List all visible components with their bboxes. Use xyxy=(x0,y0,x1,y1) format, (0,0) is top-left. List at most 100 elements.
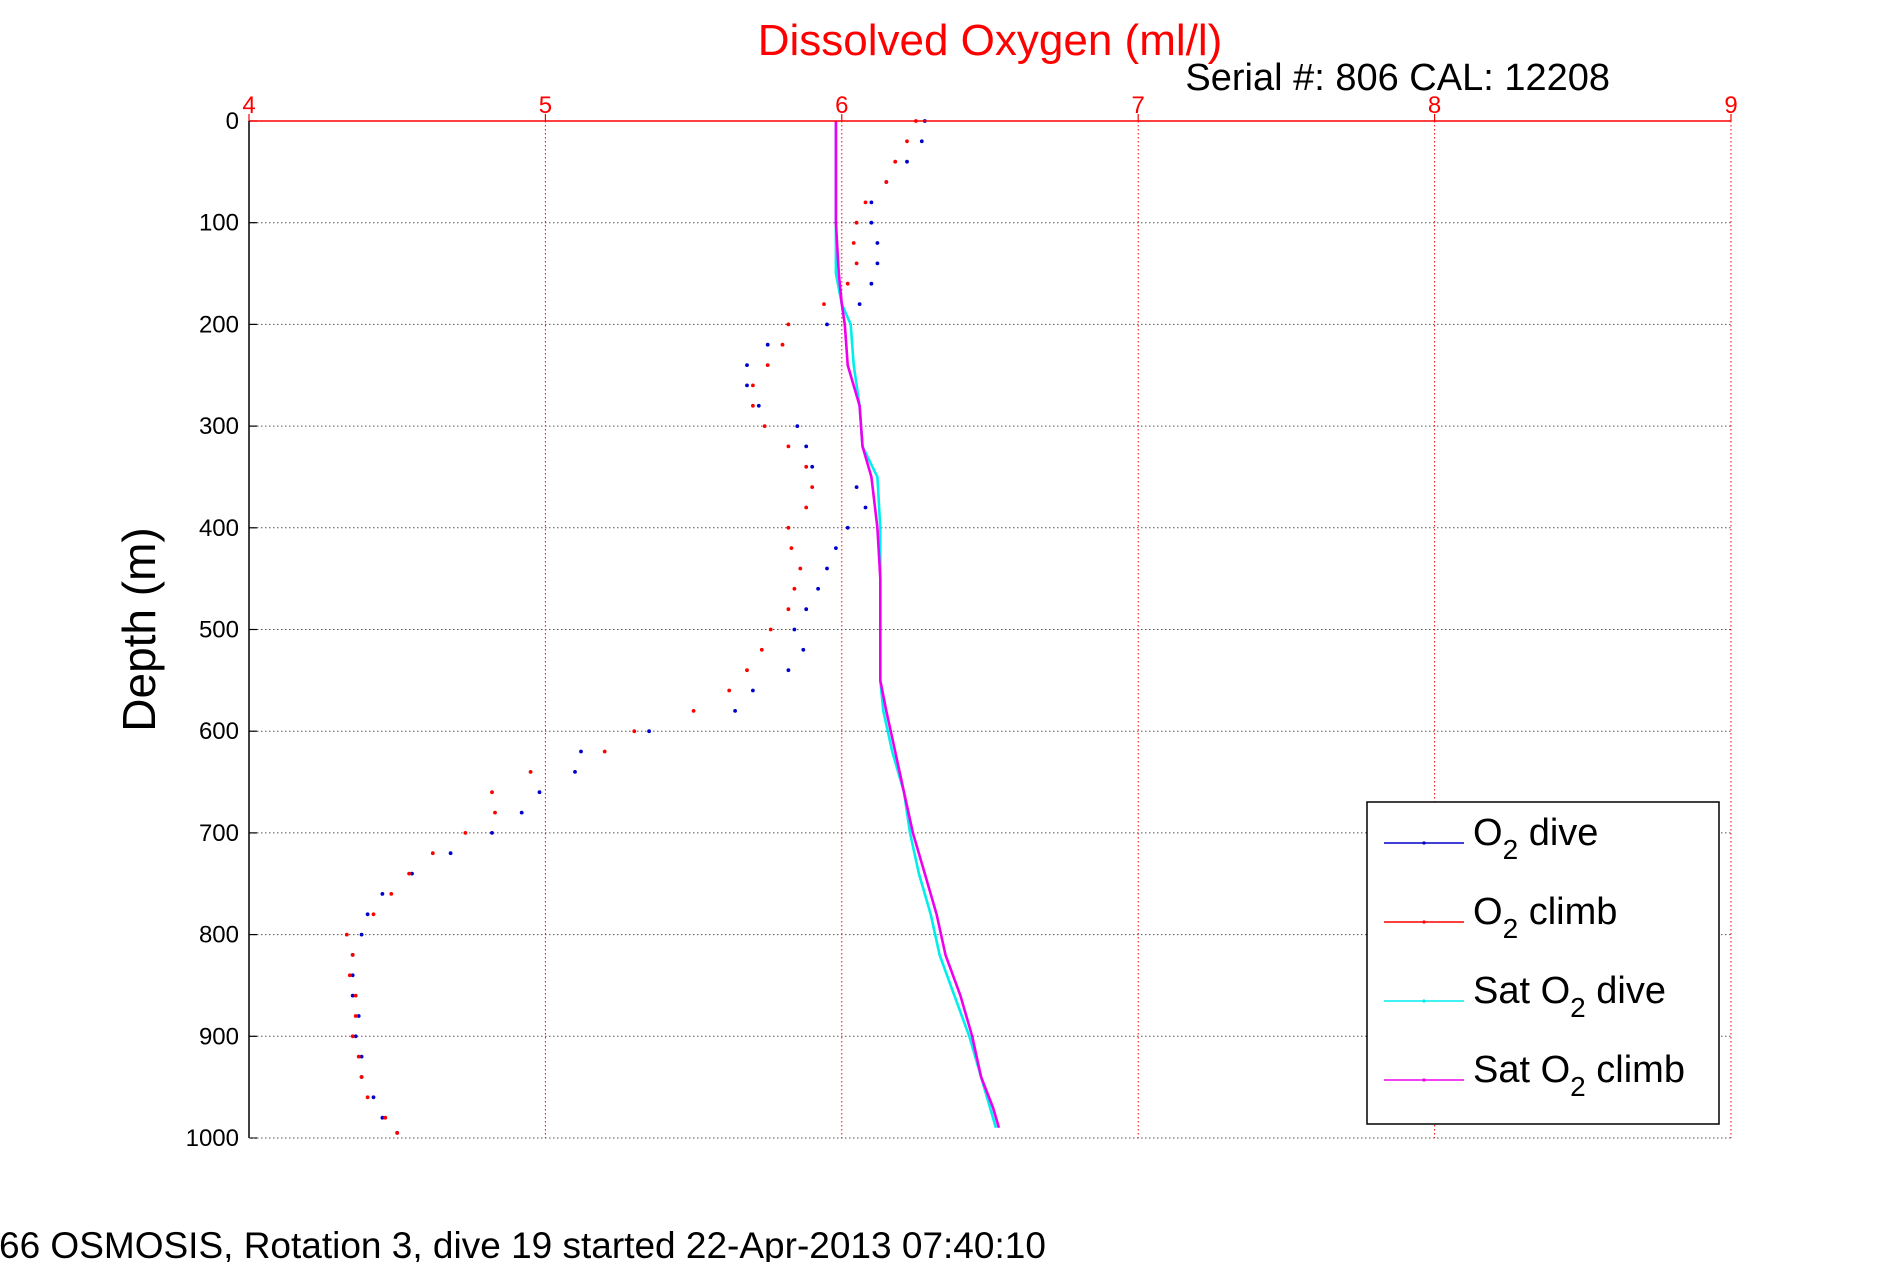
o2-climb-point xyxy=(356,1054,361,1059)
o2-climb-point xyxy=(786,444,791,449)
o2-dive-point xyxy=(786,668,791,673)
o2-climb-point xyxy=(528,770,533,774)
o2-dive-point xyxy=(350,973,355,978)
o2-dive-point xyxy=(854,485,859,489)
o2-dive-point xyxy=(869,281,874,286)
o2-climb-point xyxy=(353,1014,358,1018)
legend-box xyxy=(1366,801,1720,1125)
o2-climb-point xyxy=(786,525,791,530)
o2-climb-point xyxy=(768,627,773,632)
o2-dive-point xyxy=(825,566,829,571)
o2-dive-point xyxy=(647,729,651,734)
legend-label-o2-climb: O2 climb xyxy=(1473,891,1617,944)
y-tick-label: 0 xyxy=(226,108,239,135)
y-tick-label: 200 xyxy=(199,311,239,338)
o2-climb-point xyxy=(905,139,909,144)
o2-dive-point xyxy=(804,607,809,612)
o2-climb-point xyxy=(822,302,826,306)
o2-climb-point xyxy=(344,932,349,937)
o2-climb-point xyxy=(632,729,637,734)
o2-dive-point xyxy=(863,505,868,510)
o2-climb-point xyxy=(798,566,803,571)
x-tick-label: 6 xyxy=(835,92,848,119)
o2-climb-point xyxy=(863,200,868,205)
x-tick-label: 7 xyxy=(1132,92,1145,119)
o2-dive-point xyxy=(365,912,370,917)
legend-swatch-marker xyxy=(1422,1078,1426,1082)
o2-dive-point xyxy=(875,241,880,245)
legend-swatch-marker xyxy=(1422,999,1426,1003)
x-tick-label: 8 xyxy=(1428,92,1441,119)
o2-climb-point xyxy=(493,810,497,815)
axes: 4 5 6 7 8 9 0 100 200 300 400 500 600 700 800 900 1000 xyxy=(186,92,1738,1152)
legend-entry-o2-dive: O2 dive xyxy=(1384,812,1598,865)
o2-dive-point xyxy=(905,159,909,164)
legend-label-sat-o2-dive: Sat O2 dive xyxy=(1473,970,1666,1023)
o2-dive-point xyxy=(869,220,874,225)
y-tick-label: 700 xyxy=(199,820,239,847)
o2-climb-point xyxy=(463,831,468,835)
legend-swatch-marker xyxy=(1422,841,1426,845)
o2-climb-point xyxy=(602,749,607,754)
o2-dive-point xyxy=(804,444,809,449)
o2-climb-point xyxy=(383,1115,388,1120)
legend-entry-o2-climb: O2 climb xyxy=(1384,891,1617,944)
o2-dive-point xyxy=(573,770,577,774)
o2-dive-point xyxy=(519,810,524,815)
o2-climb-point xyxy=(350,953,355,957)
o2-climb-point xyxy=(759,647,764,652)
y-tick-label: 600 xyxy=(199,718,239,745)
o2-climb-point xyxy=(490,790,494,795)
y-tick-label: 500 xyxy=(199,617,239,644)
y-tick-label: 800 xyxy=(199,922,239,949)
o2-dive-point xyxy=(919,139,924,144)
o2-climb-point xyxy=(854,261,859,266)
o2-dive-point xyxy=(792,627,797,632)
o2-climb-point xyxy=(365,1095,370,1100)
x-tick-label: 4 xyxy=(242,92,255,119)
o2-climb-point xyxy=(786,322,791,327)
o2-climb-point xyxy=(353,993,358,998)
o2-climb-point xyxy=(751,403,755,408)
o2-dive-point xyxy=(810,464,815,469)
y-tick-label: 900 xyxy=(199,1023,239,1050)
o2-climb-point xyxy=(762,424,767,428)
o2-climb-point xyxy=(359,1075,364,1079)
o2-dive-point xyxy=(765,342,770,347)
series-layer xyxy=(344,119,1001,1135)
y-tick-label: 1000 xyxy=(186,1125,239,1152)
o2-dive-point xyxy=(756,403,761,408)
o2-dive-point xyxy=(795,424,800,428)
o2-dive-point xyxy=(448,851,453,856)
o2-dive-point xyxy=(816,586,820,591)
o2-dive-point xyxy=(356,1014,361,1018)
chart-title: Dissolved Oxygen (ml/l) xyxy=(758,16,1223,65)
o2-climb-point xyxy=(893,159,898,164)
y-tick-label: 300 xyxy=(199,413,239,440)
o2-climb-point xyxy=(851,241,856,245)
o2-dive-point xyxy=(380,1115,385,1120)
o2-dive-point xyxy=(875,261,880,266)
o2-climb-point xyxy=(780,342,785,347)
legend-entries: O2 dive O2 climb Sat O2 dive Sat O2 climb xyxy=(1384,812,1685,1102)
o2-dive-point xyxy=(579,749,583,754)
sat-o2-climb-series xyxy=(834,121,1001,1129)
o2-climb-point xyxy=(845,281,850,286)
footer-caption: 66 OSMOSIS, Rotation 3, dive 19 started … xyxy=(0,1225,1046,1262)
y-axis-label: Depth (m) xyxy=(113,527,165,731)
x-tick-label: 9 xyxy=(1724,92,1737,119)
o2-dive-point xyxy=(380,892,385,896)
o2-dive-point xyxy=(745,363,749,367)
o2-climb-point xyxy=(395,1131,400,1135)
o2-climb-point xyxy=(804,505,809,510)
o2-climb-point xyxy=(765,363,770,367)
o2-climb-point xyxy=(751,383,755,388)
o2-dive-point xyxy=(801,647,806,652)
legend-swatch-marker xyxy=(1422,920,1426,924)
o2-dive-point xyxy=(537,790,542,795)
legend-label-o2-dive: O2 dive xyxy=(1473,812,1598,865)
o2-dive-point xyxy=(834,546,838,550)
o2-climb-point xyxy=(727,688,732,693)
